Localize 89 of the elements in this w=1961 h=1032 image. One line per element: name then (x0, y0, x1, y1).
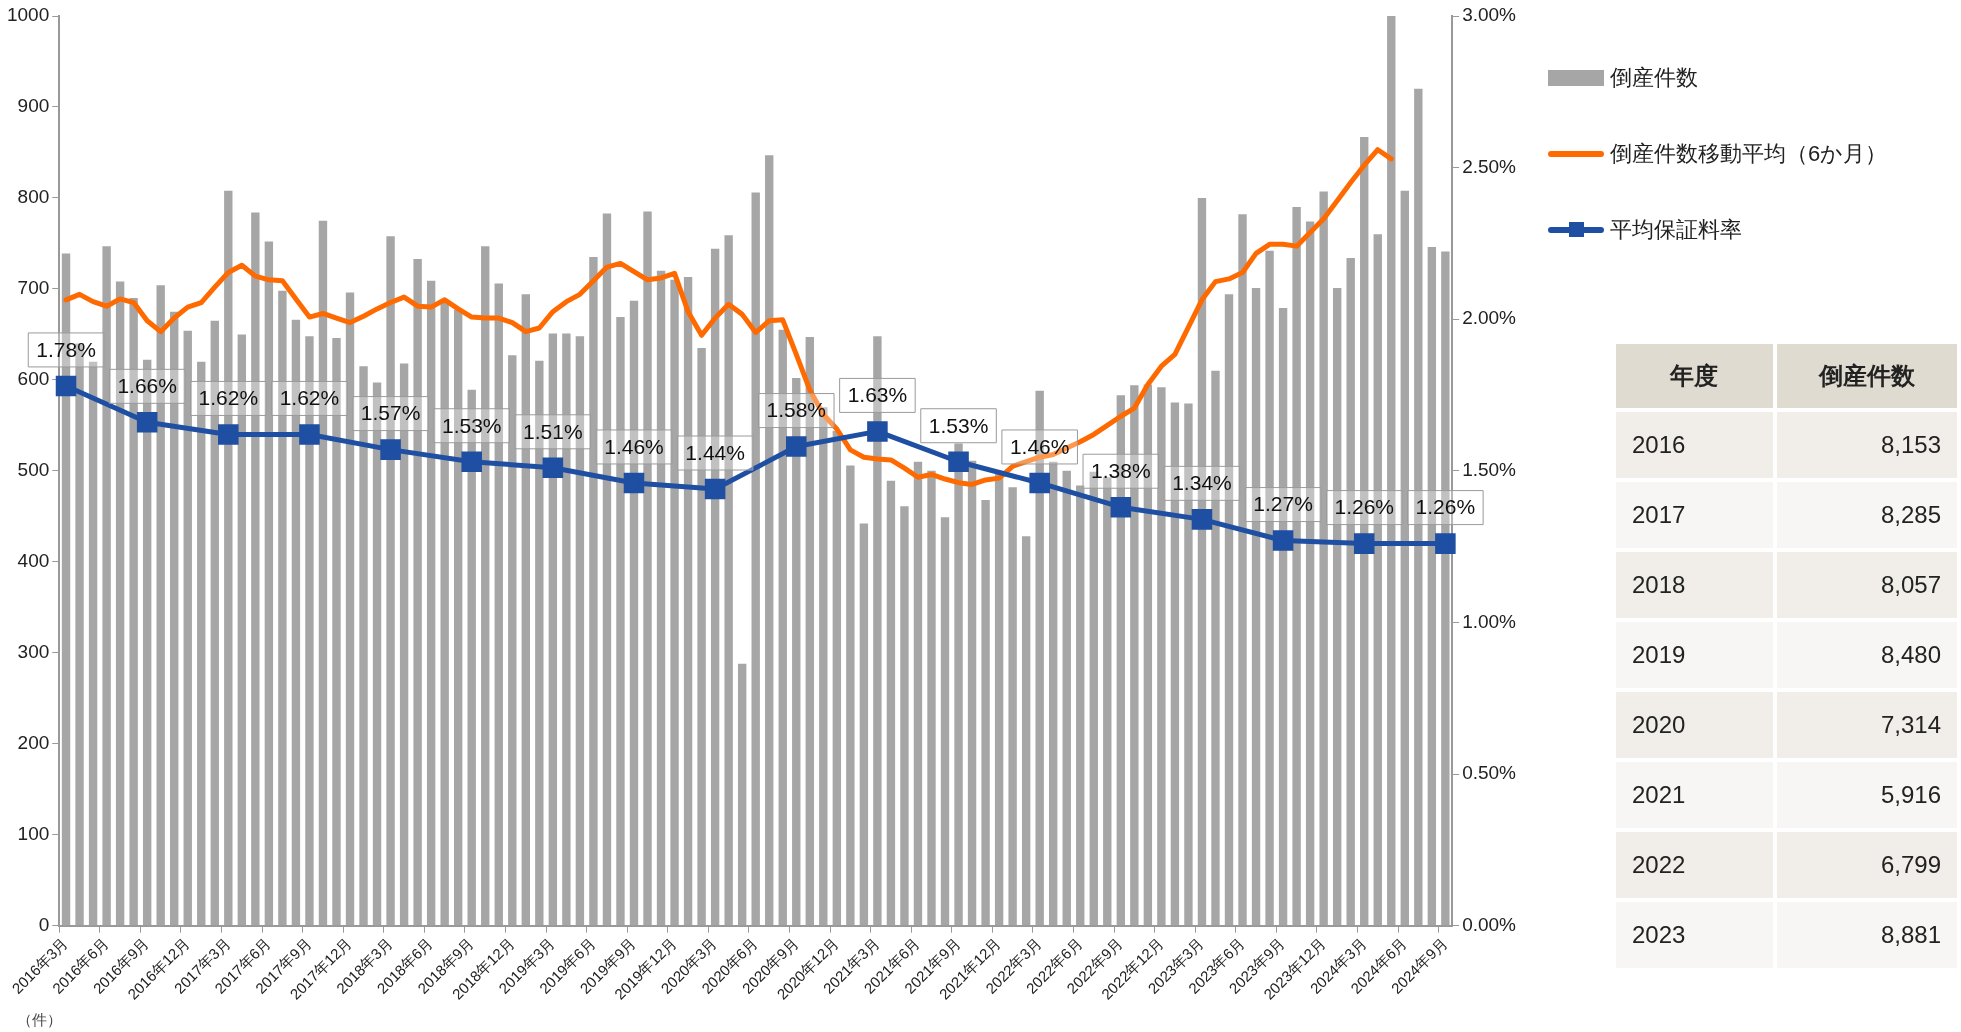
legend-label: 倒産件数移動平均（6か月） (1610, 140, 1888, 168)
text: 7,314 (1776, 692, 1957, 758)
y-tick-label: 700 (17, 277, 50, 299)
point (380, 439, 401, 460)
text: 6,799 (1776, 832, 1957, 898)
text: 8,480 (1776, 622, 1957, 688)
legend-label: 倒産件数 (1610, 64, 1698, 92)
point (1029, 472, 1050, 494)
y-tick-label: 100 (17, 822, 50, 844)
text: 年度 (1616, 344, 1773, 408)
data-label: 1.26% (1334, 495, 1394, 519)
data-label: 1.26% (1415, 495, 1476, 519)
bar (900, 506, 909, 926)
bar (940, 517, 950, 926)
data-label: 1.27% (1253, 492, 1313, 516)
text: 2022 (1616, 832, 1773, 898)
text: 8,881 (1776, 902, 1957, 968)
text: 8,153 (1776, 412, 1957, 478)
data-label: 1.53% (441, 413, 502, 437)
text: 2016 (1616, 412, 1773, 478)
bar (981, 499, 990, 926)
data-label: 1.51% (523, 419, 583, 443)
point (136, 412, 158, 433)
text: 2018 (1616, 552, 1773, 618)
point (704, 478, 726, 500)
point (1191, 509, 1213, 530)
data-label: 1.62% (279, 386, 340, 410)
y2-tick-label: 0.50% (1462, 762, 1517, 784)
text: 8,285 (1776, 482, 1957, 548)
bar (859, 523, 869, 926)
y2-tick-label: 2.50% (1462, 155, 1517, 177)
text: 倒産件数 (1776, 344, 1957, 408)
text: 2020 (1616, 692, 1773, 758)
data-label: 1.44% (685, 440, 745, 464)
text: 2017 (1616, 482, 1773, 548)
text: 2021 (1616, 762, 1773, 828)
text: 8,057 (1776, 552, 1957, 618)
point (1272, 530, 1294, 551)
data-label: 1.53% (928, 413, 989, 437)
text: 2019 (1616, 622, 1773, 688)
data-label: 1.46% (604, 434, 664, 458)
bar (1062, 470, 1071, 926)
point (867, 421, 888, 442)
bar (886, 480, 896, 926)
bar (737, 663, 747, 926)
data-label: 1.46% (1009, 434, 1070, 458)
y2-tick-label: 3.00% (1462, 4, 1517, 26)
y-tick-label: 600 (17, 368, 50, 390)
y2-tick-label: 2.00% (1462, 307, 1517, 329)
data-label: 1.38% (1091, 459, 1151, 483)
point (461, 451, 482, 473)
y-tick-label: 200 (17, 731, 50, 753)
y2-tick-label: 1.00% (1462, 610, 1517, 632)
bar (967, 460, 977, 926)
point (1110, 496, 1132, 518)
text: 2023 (1616, 902, 1773, 968)
y-tick-label: 800 (17, 186, 50, 208)
bar (832, 430, 842, 926)
bar (913, 461, 923, 926)
y2-tick-label: 0.00% (1462, 913, 1517, 935)
data-label: 1.62% (198, 386, 259, 410)
y-tick-label: 0 (38, 913, 50, 935)
y-tick-label: 300 (17, 641, 50, 662)
bar (927, 470, 936, 926)
data-label: 1.57% (360, 401, 421, 425)
point (623, 472, 645, 494)
text: 5,916 (1776, 762, 1957, 828)
bar (846, 465, 855, 926)
point (218, 424, 239, 445)
data-label: 1.63% (847, 383, 908, 407)
point (299, 424, 320, 445)
y-tick-label: 400 (17, 550, 50, 572)
point (785, 436, 807, 457)
y2-tick-label: 1.50% (1462, 459, 1517, 481)
y-axis-title: （件） (16, 1010, 62, 1028)
data-label: 1.34% (1172, 471, 1232, 495)
bar (1021, 536, 1031, 926)
y-tick-label: 500 (17, 459, 50, 481)
legend-label: 平均保証料率 (1610, 216, 1742, 244)
point (542, 457, 564, 479)
point (1435, 533, 1456, 554)
data-label: 1.66% (117, 374, 177, 398)
point (1353, 533, 1375, 554)
y-tick-label: 1000 (6, 4, 50, 26)
data-label: 1.78% (36, 337, 96, 361)
point (55, 375, 77, 397)
bar (1008, 487, 1017, 926)
y-tick-label: 900 (17, 95, 50, 117)
point (948, 451, 969, 473)
